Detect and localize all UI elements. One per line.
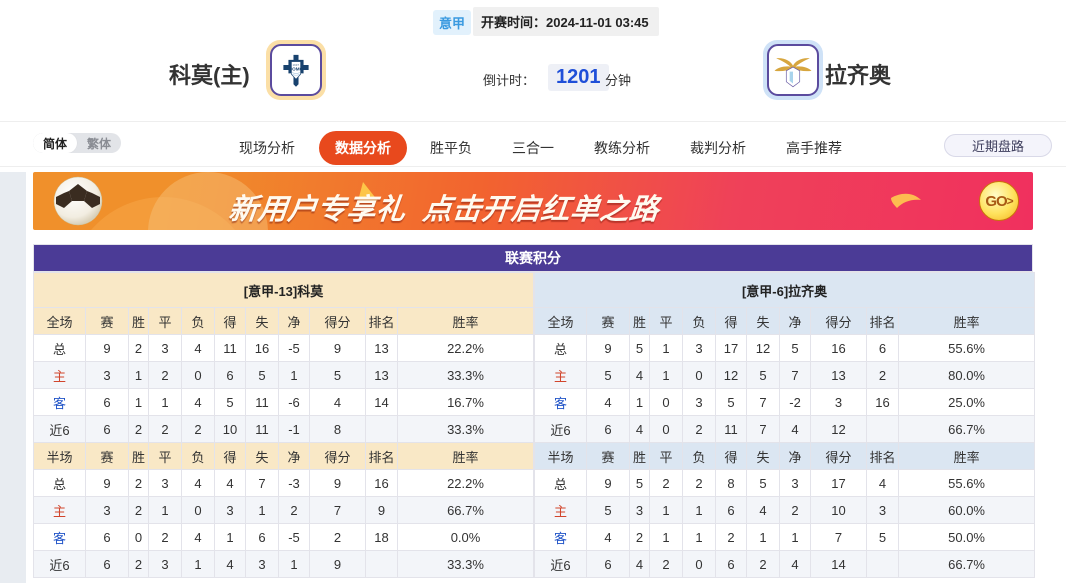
svg-text:COMO: COMO <box>289 66 304 71</box>
